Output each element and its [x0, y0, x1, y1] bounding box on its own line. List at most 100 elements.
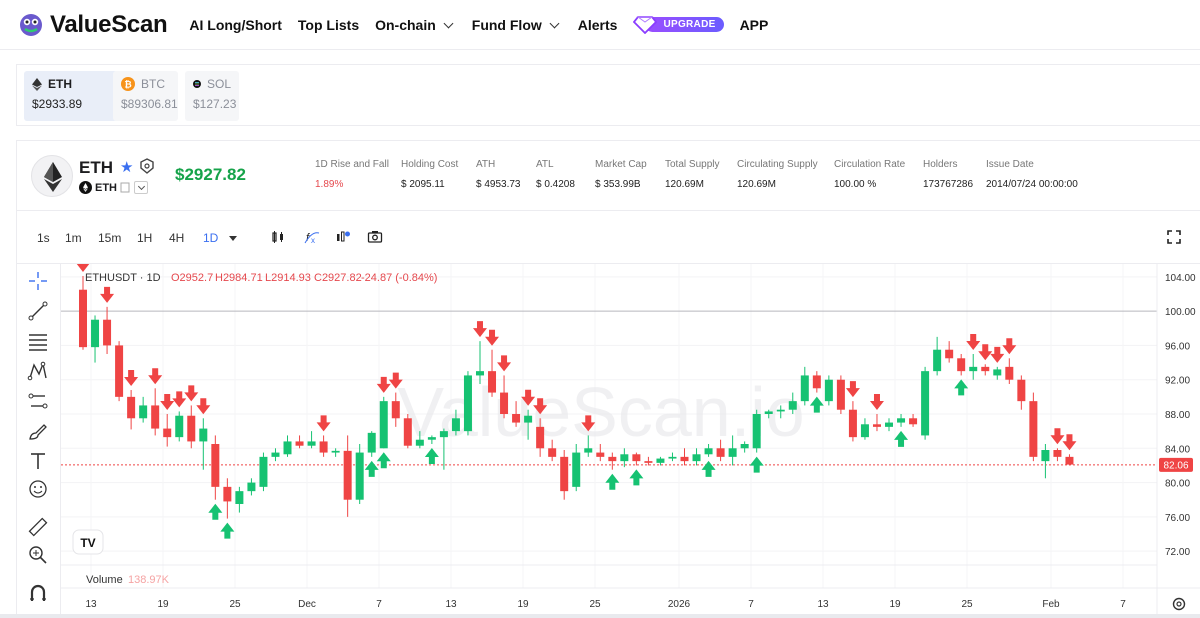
nav-top-lists[interactable]: Top Lists — [298, 17, 359, 33]
time-tick: 13 — [85, 599, 97, 610]
emoji-icon[interactable] — [27, 478, 49, 500]
candle — [824, 375, 833, 406]
candle-body — [872, 424, 881, 427]
candle — [596, 444, 605, 462]
candle — [307, 431, 316, 449]
candle — [259, 452, 268, 492]
timeframe-4h[interactable]: 4H — [169, 231, 185, 245]
stat-ath: ATH $ 4953.73 — [476, 159, 521, 190]
candle — [848, 401, 857, 442]
pattern-icon[interactable] — [27, 360, 49, 382]
candle — [680, 448, 689, 466]
nav-on-chain[interactable]: On-chain — [375, 17, 456, 33]
timeframe-1d[interactable]: 1D — [203, 231, 219, 245]
pair-label: ETHUSDT · 1D — [85, 272, 161, 284]
timeframe-1s[interactable]: 1s — [37, 231, 50, 245]
coin-symbol: BTC — [141, 77, 165, 91]
timeframe-1m[interactable]: 1m — [65, 231, 82, 245]
candle-body — [391, 401, 400, 419]
stat-label: Holders — [923, 159, 958, 170]
caret-down-icon[interactable] — [229, 236, 237, 241]
nav-fund-flow[interactable]: Fund Flow — [472, 17, 562, 33]
buy-signal-arrow — [605, 473, 620, 490]
magnet-icon[interactable] — [27, 582, 49, 604]
upgrade-button[interactable]: UPGRADE — [633, 15, 724, 34]
ohlc-low: L2914.93 — [265, 272, 311, 284]
stat-circulation-rate: Circulation Rate 100.00 % — [834, 159, 905, 190]
time-tick: 7 — [748, 599, 754, 610]
ohlc-high: H2984.71 — [215, 272, 263, 284]
candle-body — [343, 450, 352, 500]
time-axis[interactable]: 13 19 25 Dec 7 13 19 25 2026 7 13 19 25 Feb 7 — [85, 599, 1126, 610]
buy-signal-arrow — [376, 452, 391, 469]
candle — [391, 392, 400, 427]
favorite-star-icon[interactable]: ★ — [120, 159, 134, 176]
price-tick: 88.00 — [1165, 410, 1190, 421]
compare-icon[interactable] — [335, 229, 351, 245]
sell-signal-arrow — [148, 368, 163, 385]
volume-value: 138.97K — [128, 574, 170, 586]
candle — [981, 364, 990, 376]
settings-icon[interactable] — [1172, 597, 1186, 611]
legend: ETHUSDT · 1D O2952.7 H2984.71 L2914.93 C… — [85, 272, 437, 284]
coin-tab-btc[interactable]: ₿ BTC $89306.81 — [113, 71, 178, 121]
nav-ai-long-short[interactable]: AI Long/Short — [189, 17, 282, 33]
candles-icon[interactable] — [270, 229, 286, 245]
candle-body — [91, 319, 100, 348]
zoom-in-icon[interactable] — [27, 544, 49, 566]
timeframe-1h[interactable]: 1H — [137, 231, 153, 245]
fullscreen-icon[interactable] — [1167, 230, 1181, 244]
ethereum-icon — [32, 77, 42, 91]
drawing-toolbar — [17, 264, 61, 618]
candle — [103, 306, 112, 354]
candle — [728, 435, 737, 466]
sell-signal-arrow — [978, 344, 993, 361]
candle-body — [680, 456, 689, 462]
candle-body — [1029, 401, 1038, 457]
chevron-down-icon[interactable] — [134, 181, 148, 194]
copy-icon[interactable] — [120, 182, 131, 193]
trendline-icon[interactable] — [27, 300, 49, 322]
crosshair-icon[interactable] — [27, 270, 49, 292]
brush-icon[interactable] — [27, 420, 49, 442]
sell-signal-arrow — [124, 370, 139, 386]
stat-circulating-supply: Circulating Supply 120.69M — [737, 159, 818, 190]
candle-body — [668, 456, 677, 459]
fib-lines-icon[interactable] — [27, 330, 49, 352]
timeframe-15m[interactable]: 15m — [98, 231, 122, 245]
camera-icon[interactable] — [367, 229, 383, 245]
nav-app[interactable]: APP — [740, 17, 769, 33]
nav-label: Fund Flow — [471, 16, 542, 33]
time-tick: 25 — [229, 599, 241, 610]
shield-icon[interactable] — [140, 158, 154, 174]
candle-body — [572, 452, 581, 487]
candle-body — [656, 458, 665, 463]
candle — [271, 448, 280, 462]
price-chart[interactable]: ValueScan.io ETHUSDT · 1D O2952.7 H2984.… — [61, 264, 1200, 618]
candle-body — [981, 366, 990, 372]
candle — [512, 401, 521, 427]
stat-value: 1.89% — [315, 179, 344, 190]
candle-body — [451, 418, 460, 432]
coin-tab-sol[interactable]: SOL $127.23 — [185, 71, 239, 121]
logo[interactable]: ValueScan — [18, 11, 168, 39]
buy-signal-arrow — [894, 430, 909, 447]
text-icon[interactable] — [27, 450, 49, 472]
candle-body — [307, 441, 316, 446]
candle — [475, 341, 484, 384]
candle — [632, 452, 641, 466]
ruler-icon[interactable] — [27, 516, 49, 538]
measure-lines-icon[interactable] — [27, 390, 49, 412]
sell-signal-arrow — [533, 398, 548, 415]
candle — [752, 409, 761, 453]
nav-alerts[interactable]: Alerts — [578, 17, 618, 33]
bottom-scrollbar[interactable] — [0, 614, 1200, 618]
candle — [1065, 454, 1074, 466]
stat-value: 120.69M — [665, 179, 704, 190]
candle — [1005, 358, 1014, 384]
stat-holding-cost: Holding Cost $ 2095.11 — [401, 159, 458, 190]
price-axis[interactable]: 104.00 100.00 96.00 92.00 88.00 84.00 80.00 76.… — [1165, 273, 1196, 558]
candle-body — [860, 424, 869, 438]
candle — [993, 366, 1002, 380]
